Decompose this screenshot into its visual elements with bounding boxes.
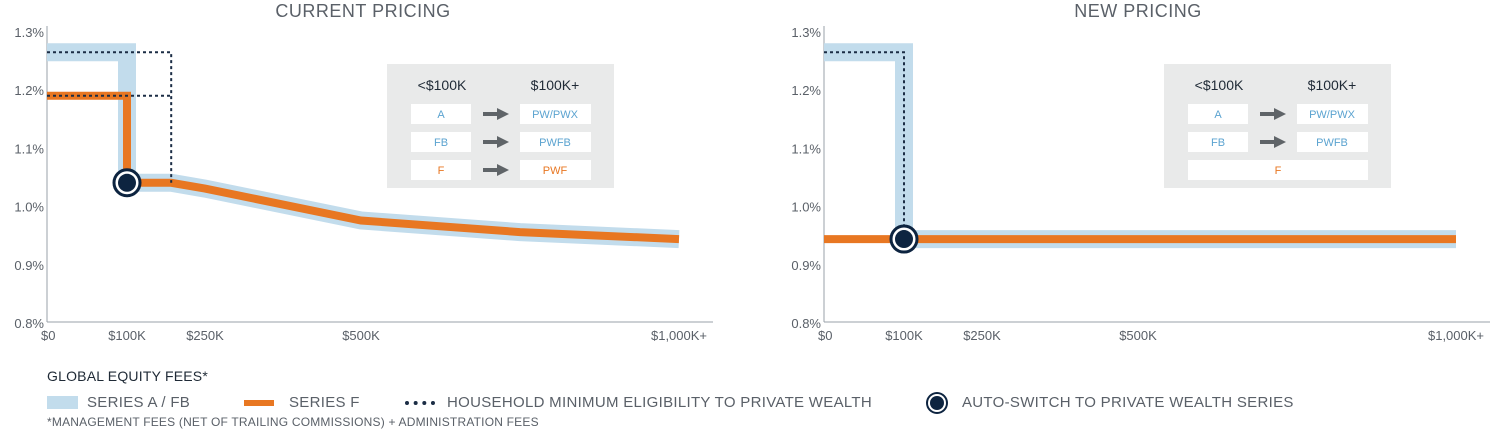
legend-auto-switch: AUTO-SWITCH TO PRIVATE WEALTH SERIES bbox=[926, 394, 1294, 411]
x-tick-label: $100K bbox=[108, 328, 146, 343]
table-from-label: FB bbox=[1211, 137, 1225, 149]
arrow-right-icon bbox=[497, 136, 509, 148]
table-header-from: <$100K bbox=[1195, 77, 1244, 93]
x-tick-label: $1,000K+ bbox=[651, 328, 707, 343]
y-tick-label: 1.1% bbox=[791, 141, 821, 156]
legend-series-af: SERIES A / FB bbox=[47, 394, 190, 411]
table-to-cell bbox=[520, 104, 591, 124]
eligibility-swatch bbox=[405, 400, 435, 405]
table-to-label: PW/PWX bbox=[1309, 109, 1355, 121]
series-f-line bbox=[47, 91, 680, 244]
y-tick-label: 1.3% bbox=[14, 25, 44, 40]
arrow-right-icon bbox=[1274, 108, 1286, 120]
auto-switch-marker-dot bbox=[118, 173, 136, 192]
x-tick-label: $0 bbox=[41, 328, 55, 343]
arrow-right-icon bbox=[1274, 136, 1286, 148]
series-af-swatch bbox=[47, 396, 78, 409]
x-tick-label: $0 bbox=[818, 328, 832, 343]
table-from-cell bbox=[1188, 104, 1248, 124]
plot-area bbox=[824, 43, 1456, 249]
legend-series-f: SERIES F bbox=[244, 394, 360, 411]
x-tick-label: $1,000K+ bbox=[1428, 328, 1484, 343]
table-from-label: F bbox=[438, 165, 445, 177]
charts-canvas: CURRENT PRICING1.3%1.2%1.1%1.0%0.9%0.8%$… bbox=[14, 1, 1490, 343]
plot-area bbox=[47, 43, 680, 249]
chart-title: CURRENT PRICING bbox=[275, 1, 450, 21]
y-tick-label: 0.9% bbox=[14, 258, 44, 273]
table-header-from: <$100K bbox=[418, 77, 467, 93]
y-tick-label: 1.2% bbox=[14, 83, 44, 98]
auto-switch-marker-icon bbox=[930, 395, 944, 410]
y-tick-label: 1.3% bbox=[791, 25, 821, 40]
eligibility-line bbox=[824, 51, 905, 240]
eligibility-line bbox=[47, 51, 173, 183]
arrow-right-icon bbox=[497, 164, 509, 176]
series-mapping-table: <$100K $100K+ A PW/PWX FB PWFB F PWF bbox=[387, 64, 614, 188]
legend-eligibility: HOUSEHOLD MINIMUM ELIGIBILITY TO PRIVATE… bbox=[405, 394, 872, 411]
y-tick-label: 0.8% bbox=[791, 316, 821, 331]
table-from-label: FB bbox=[434, 137, 448, 149]
x-tick-label: $100K bbox=[885, 328, 923, 343]
series-mapping-table: <$100K $100K+ A PW/PWX FB PWFB F bbox=[1164, 64, 1391, 188]
y-tick-label: 1.0% bbox=[791, 200, 821, 215]
x-tick-label: $250K bbox=[186, 328, 224, 343]
legend-title: GLOBAL EQUITY FEES* bbox=[47, 368, 208, 384]
table-header-to: $100K+ bbox=[531, 77, 580, 93]
chart-title: NEW PRICING bbox=[1074, 1, 1202, 21]
legend-auto-switch-label: AUTO-SWITCH TO PRIVATE WEALTH SERIES bbox=[962, 394, 1294, 411]
y-tick-label: 0.9% bbox=[791, 258, 821, 273]
y-tick-label: 1.0% bbox=[14, 200, 44, 215]
legend-series-af-label: SERIES A / FB bbox=[87, 394, 191, 411]
table-to-label: PW/PWX bbox=[532, 109, 578, 121]
table-from-label: A bbox=[1214, 109, 1222, 121]
series-f-swatch bbox=[244, 399, 274, 406]
table-header-to: $100K+ bbox=[1308, 77, 1357, 93]
table-to-cell bbox=[1297, 132, 1368, 152]
footnote: *MANAGEMENT FEES (NET OF TRAILING COMMIS… bbox=[47, 415, 539, 429]
table-to-label: PWFB bbox=[539, 137, 571, 149]
legend-eligibility-label: HOUSEHOLD MINIMUM ELIGIBILITY TO PRIVATE… bbox=[447, 394, 873, 411]
x-tick-label: $500K bbox=[342, 328, 380, 343]
table-from-cell bbox=[411, 104, 471, 124]
table-from-cell bbox=[411, 160, 471, 180]
table-to-cell bbox=[520, 132, 591, 152]
table-to-cell bbox=[520, 160, 591, 180]
table-to-cell bbox=[1297, 104, 1368, 124]
table-merged-label: F bbox=[1275, 165, 1282, 177]
table-from-cell bbox=[411, 132, 471, 152]
y-tick-label: 1.2% bbox=[791, 83, 821, 98]
arrow-right-icon bbox=[497, 108, 509, 120]
auto-switch-marker-dot bbox=[895, 230, 913, 249]
x-tick-label: $250K bbox=[963, 328, 1001, 343]
table-to-label: PWFB bbox=[1316, 137, 1348, 149]
current-pricing-chart: CURRENT PRICING1.3%1.2%1.1%1.0%0.9%0.8%$… bbox=[14, 1, 713, 343]
table-to-label: PWF bbox=[543, 165, 568, 177]
x-tick-label: $500K bbox=[1119, 328, 1157, 343]
table-from-cell bbox=[1188, 132, 1248, 152]
legend-series-f-label: SERIES F bbox=[289, 394, 360, 411]
y-tick-label: 1.1% bbox=[14, 141, 44, 156]
new-pricing-chart: NEW PRICING 1.3% 1.2% 1.1% 1.0% 0.9% 0.8%$0 $10… bbox=[791, 1, 1490, 343]
table-merged-cell bbox=[1188, 160, 1368, 180]
table-from-label: A bbox=[437, 109, 445, 121]
y-tick-label: 0.8% bbox=[14, 316, 44, 331]
